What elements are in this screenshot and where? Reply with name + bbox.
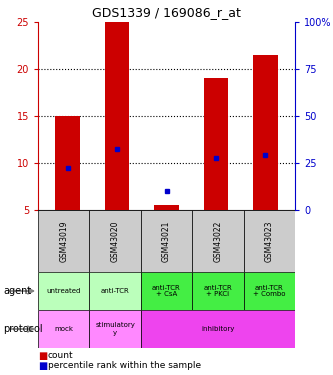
Text: mock: mock (54, 326, 73, 332)
Bar (244, 272, 295, 310)
Text: anti-TCR
+ Combo: anti-TCR + Combo (253, 285, 286, 297)
Text: GSM43023: GSM43023 (265, 220, 274, 262)
Text: percentile rank within the sample: percentile rank within the sample (48, 362, 201, 370)
Text: GSM43019: GSM43019 (59, 220, 68, 262)
Bar (154, 205, 179, 210)
Bar (89, 310, 141, 348)
Text: anti-TCR: anti-TCR (101, 288, 130, 294)
Bar (89, 210, 141, 272)
Bar (244, 210, 295, 272)
Bar (192, 210, 244, 272)
Text: anti-TCR
+ PKCi: anti-TCR + PKCi (203, 285, 232, 297)
Bar (203, 78, 228, 210)
Text: stimulatory
y: stimulatory y (95, 322, 135, 336)
Text: GSM43020: GSM43020 (111, 220, 120, 262)
Bar (141, 272, 192, 310)
Bar (141, 210, 192, 272)
Text: anti-TCR
+ CsA: anti-TCR + CsA (152, 285, 181, 297)
Title: GDS1339 / 169086_r_at: GDS1339 / 169086_r_at (92, 6, 241, 20)
Text: count: count (48, 351, 74, 360)
Bar (38, 210, 89, 272)
Bar (253, 55, 278, 210)
Bar (89, 272, 141, 310)
Text: GSM43021: GSM43021 (162, 220, 171, 262)
Bar (105, 22, 130, 210)
Text: agent: agent (3, 286, 32, 296)
Bar (55, 116, 80, 210)
Bar (38, 272, 89, 310)
Text: GSM43022: GSM43022 (213, 220, 222, 262)
Text: ■: ■ (38, 361, 47, 371)
Bar (192, 272, 244, 310)
Text: protocol: protocol (3, 324, 43, 334)
Bar (38, 310, 89, 348)
Text: inhibitory: inhibitory (201, 326, 234, 332)
Text: untreated: untreated (47, 288, 81, 294)
Bar (141, 310, 295, 348)
Text: ■: ■ (38, 351, 47, 361)
